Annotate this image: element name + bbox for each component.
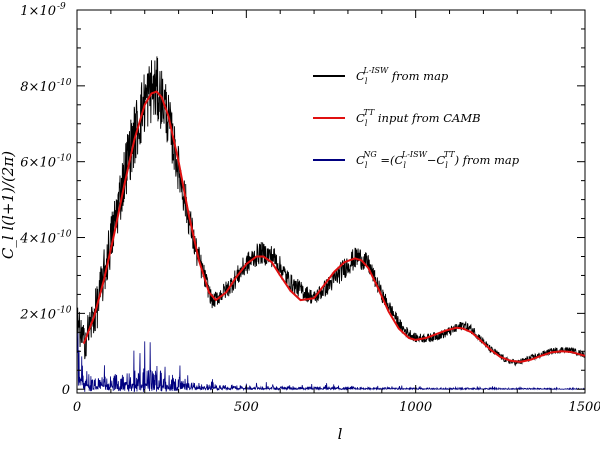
y-tick-exponent: -10 (57, 230, 72, 240)
x-tick-label: 500 (234, 400, 259, 415)
x-tick-label: 1000 (399, 400, 432, 415)
svg-text:C_l l(l+1)/(2π): C_l l(l+1)/(2π) (0, 151, 17, 259)
y-axis-label: C_l l(l+1)/(2π) (0, 151, 17, 259)
series-ng-line (77, 332, 586, 393)
legend-label: ClL-ISW from map (356, 66, 449, 86)
y-tick-exponent: -10 (57, 154, 72, 164)
x-tick-label: 1500 (568, 400, 600, 415)
y-tick-label: 2×10 (19, 307, 56, 322)
y-tick-label: 8×10 (20, 80, 56, 95)
y-tick-exponent: -9 (57, 2, 66, 12)
legend: ClL-ISW from map ClTT input from CAMB ClNG… (313, 66, 520, 170)
y-axis: 02×10 -104×10 -106×10 -108×10 -101×10 -9 (19, 2, 585, 398)
legend-label: ClTT input from CAMB (356, 108, 481, 128)
series-map-line (77, 56, 586, 367)
y-tick-label: 4×10 (19, 232, 56, 247)
x-tick-label: 0 (73, 400, 81, 415)
legend-label: ClNG =(ClL-ISW−ClTT) from map (356, 150, 520, 170)
x-axis: 0 500 1000 1500 (73, 10, 600, 415)
y-tick-label: 6×10 (20, 156, 56, 171)
y-tick-label: 1×10 (20, 4, 56, 19)
y-tick-exponent: -10 (57, 305, 72, 315)
series-layer (77, 56, 586, 393)
y-tick-label: 0 (62, 383, 70, 398)
series-camb-line (82, 90, 586, 363)
y-tick-exponent: -10 (57, 78, 72, 88)
plot-frame (76, 9, 586, 394)
x-axis-label: l (338, 425, 343, 443)
